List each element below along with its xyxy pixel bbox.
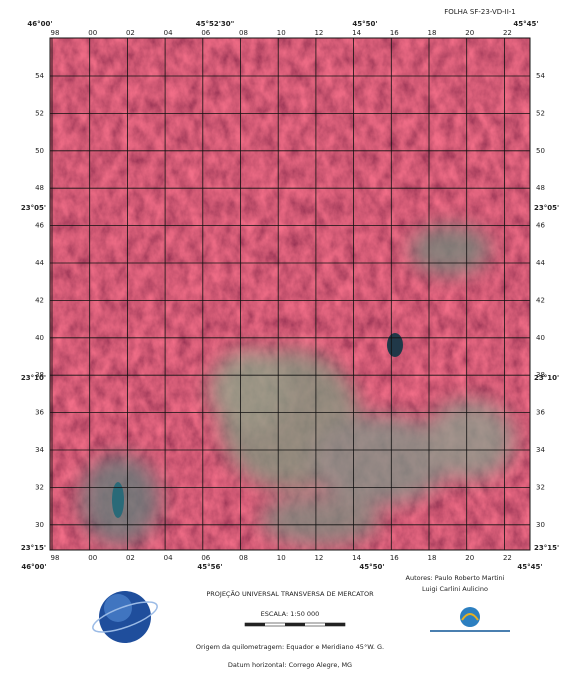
grid-label: 46 xyxy=(536,222,545,230)
coordinate-label: 45°50' xyxy=(352,20,377,28)
coordinate-label: 23°05' xyxy=(21,204,46,212)
grid-label: 52 xyxy=(35,109,44,117)
grid-label: 18 xyxy=(428,29,437,37)
authors: Autores: Paulo Roberto Martini xyxy=(406,574,505,582)
grid-label: 04 xyxy=(164,554,173,562)
grid-label: 08 xyxy=(239,29,248,37)
grid-label: 02 xyxy=(126,554,135,562)
coordinate-label: 45°52'30" xyxy=(196,20,235,28)
grid-label: 10 xyxy=(277,554,286,562)
coordinate-label: 45°56' xyxy=(197,563,222,571)
grid-label: 30 xyxy=(536,521,545,529)
grid-label: 12 xyxy=(314,29,323,37)
coordinate-label: 23°15' xyxy=(21,544,46,552)
grid-label: 08 xyxy=(239,554,248,562)
grid-label: 30 xyxy=(35,521,44,529)
grid-label: 16 xyxy=(390,554,399,562)
grid-label: 20 xyxy=(465,554,474,562)
grid-label: 50 xyxy=(536,147,545,155)
grid-label: 22 xyxy=(503,29,512,37)
grid-label: 06 xyxy=(201,554,210,562)
left-logo xyxy=(92,591,158,643)
grid-label: 18 xyxy=(428,554,437,562)
grid-label: 34 xyxy=(35,446,44,454)
scale: ESCALA: 1:50 000 xyxy=(261,610,320,618)
coordinate-label: 46°00' xyxy=(27,20,52,28)
coordinate-label: 45°45' xyxy=(517,563,542,571)
sheet-id: FOLHA SF-23-VD-II-1 xyxy=(444,8,516,16)
right-logo xyxy=(430,607,510,632)
footer: PROJEÇÃO UNIVERSAL TRANSVERSA DE MERCATO… xyxy=(92,574,510,669)
grid-label: 04 xyxy=(164,29,173,37)
map-frame xyxy=(49,37,531,551)
grid-label: 32 xyxy=(536,483,545,491)
grid-label: 40 xyxy=(35,334,44,342)
coordinate-label: 45°50' xyxy=(359,563,384,571)
grid-label: 54 xyxy=(35,72,44,80)
grid-label: 10 xyxy=(277,29,286,37)
coordinate-label: 23°15' xyxy=(534,544,559,552)
grid-label: 98 xyxy=(51,29,60,37)
grid-label: 32 xyxy=(35,483,44,491)
scale-bar xyxy=(244,622,346,627)
origin-note: Origem da quilometragem: Equador e Merid… xyxy=(196,643,384,651)
grid-label: 48 xyxy=(35,184,44,192)
grid-label: 38 xyxy=(35,371,44,379)
grid-label: 16 xyxy=(390,29,399,37)
grid-label: 50 xyxy=(35,147,44,155)
grid-label: 00 xyxy=(88,29,97,37)
grid-label: 02 xyxy=(126,29,135,37)
coordinate-label: 23°05' xyxy=(534,204,559,212)
grid-label: 22 xyxy=(503,554,512,562)
grid-label: 00 xyxy=(88,554,97,562)
grid-label: 40 xyxy=(536,334,545,342)
coauthor: Luigi Carlini Aulicino xyxy=(422,585,488,593)
grid-label: 14 xyxy=(352,29,361,37)
coordinate-label: 23°10' xyxy=(21,374,46,382)
grid-label: 52 xyxy=(536,109,545,117)
grid-label: 06 xyxy=(201,29,210,37)
grid-label: 46 xyxy=(35,222,44,230)
grid-label: 20 xyxy=(465,29,474,37)
grid-label: 14 xyxy=(352,554,361,562)
grid-label: 98 xyxy=(51,554,60,562)
grid-label: 42 xyxy=(35,296,44,304)
grid-label: 54 xyxy=(536,72,545,80)
datum-note: Datum horizontal: Corrego Alegre, MG xyxy=(228,661,352,669)
grid-labels: 98 00 02 04 06 08 10 12 14 16 18 20 22 98 00 02 04 06 08 10… xyxy=(21,20,559,571)
grid-label: 42 xyxy=(536,296,545,304)
grid-label: 36 xyxy=(35,409,44,417)
grid-label: 12 xyxy=(314,554,323,562)
satellite-image xyxy=(50,38,530,550)
grid xyxy=(50,38,530,550)
projection: PROJEÇÃO UNIVERSAL TRANSVERSA DE MERCATO… xyxy=(206,589,374,598)
grid-label: 48 xyxy=(536,184,545,192)
grid-label: 44 xyxy=(536,259,545,267)
coordinate-label: 23°10' xyxy=(534,374,559,382)
coordinate-label: 45°45' xyxy=(513,20,538,28)
coordinate-label: 46°00' xyxy=(21,563,46,571)
grid-label: 34 xyxy=(536,446,545,454)
grid-label: 36 xyxy=(536,409,545,417)
grid-label: 44 xyxy=(35,259,44,267)
grid-label: 38 xyxy=(536,371,545,379)
